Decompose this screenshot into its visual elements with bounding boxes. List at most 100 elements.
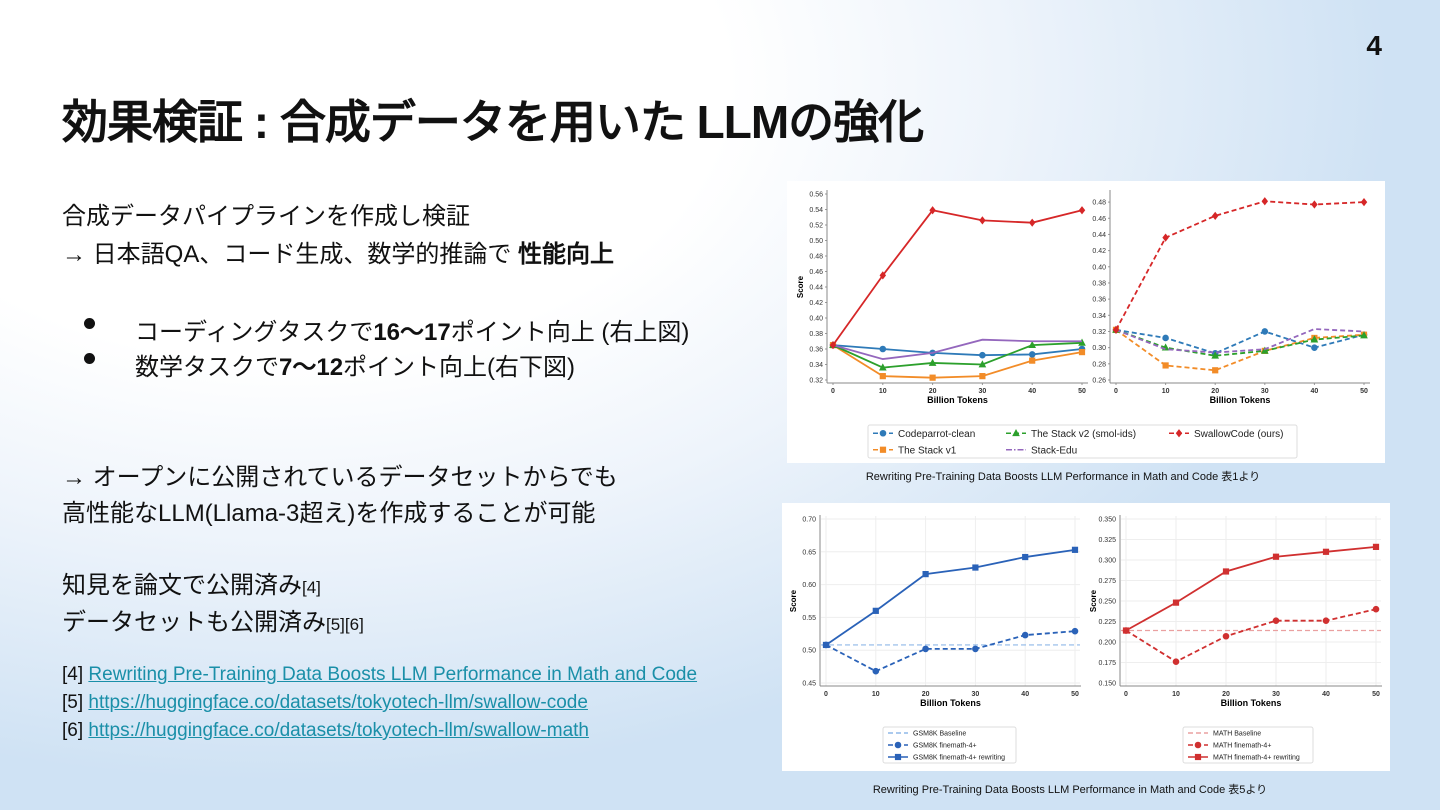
intro-line: → 日本語QA、コード生成、数学的推論で 性能向上 [62, 234, 614, 269]
marker [972, 645, 979, 653]
y-tick-label: 0.150 [1098, 681, 1116, 688]
reference-link[interactable]: https://huggingface.co/datasets/tokyotec… [88, 692, 588, 713]
x-tick-label: 0 [1124, 691, 1128, 698]
text-segment: 数学タスクで [135, 354, 279, 381]
y-tick-label: 0.40 [1092, 264, 1106, 271]
legend-box [1182, 726, 1314, 764]
marker [1194, 741, 1202, 749]
published-line: データセットも公開済み[5][6] [62, 602, 364, 637]
y-tick-label: 0.30 [1092, 345, 1106, 352]
text-segment: 性能向上 [518, 241, 615, 268]
y-tick-label: 0.40 [809, 316, 823, 323]
marker [878, 363, 887, 371]
legend-box [867, 424, 1298, 459]
legend-label: MATH Baseline [1213, 730, 1261, 737]
x-tick-label: 10 [1162, 388, 1170, 395]
x-tick-label: 40 [1322, 691, 1330, 698]
marker [1322, 548, 1330, 555]
series-line [832, 209, 1083, 346]
y-tick-label: 0.56 [809, 192, 823, 199]
text-segment: [5][6] [326, 615, 364, 634]
marker [894, 741, 902, 749]
marker [1162, 362, 1169, 369]
marker [879, 271, 887, 280]
x-tick-label: 50 [1071, 691, 1079, 698]
marker [1311, 344, 1318, 351]
y-tick-label: 0.275 [1098, 578, 1116, 585]
marker [1222, 568, 1230, 575]
reference-link[interactable]: Rewriting Pre-Training Data Boosts LLM P… [88, 664, 698, 685]
marker [1172, 599, 1180, 606]
marker [1222, 632, 1230, 640]
marker [1022, 553, 1029, 561]
x-tick-label: 20 [922, 691, 930, 698]
y-tick-label: 0.65 [802, 549, 816, 556]
marker [1372, 605, 1380, 613]
x-tick-label: 0 [1114, 388, 1118, 395]
x-tick-label: 10 [879, 388, 887, 395]
bullet-item: 数学タスクで7〜12ポイント向上(右下図) [135, 347, 575, 382]
legend-label: GSM8K finemath-4+ rewriting [913, 754, 1005, 761]
reference: [6] https://huggingface.co/datasets/toky… [62, 720, 589, 742]
marker [978, 360, 987, 368]
text-segment: → 日本語QA、コード生成、数学的推論で [62, 241, 519, 268]
series-line [1115, 329, 1365, 372]
series-line [832, 341, 1083, 369]
marker [1122, 627, 1130, 634]
series-line [1115, 328, 1365, 355]
x-axis-label: Billion Tokens [927, 395, 988, 405]
y-tick-label: 0.52 [809, 223, 823, 230]
x-tick-label: 50 [1078, 388, 1086, 395]
x-axis-label: Billion Tokens [920, 698, 981, 708]
bullet-dot [84, 318, 95, 329]
x-tick-label: 20 [929, 388, 937, 395]
marker [1310, 335, 1319, 343]
marker [1028, 218, 1036, 227]
x-tick-label: 20 [1211, 388, 1219, 395]
marker [1029, 357, 1036, 364]
legend-label: Codeparrot-clean [898, 429, 975, 440]
marker [1012, 428, 1020, 437]
marker [1071, 546, 1079, 553]
y-tick-label: 0.45 [802, 681, 816, 688]
marker [1272, 553, 1280, 560]
marker [922, 645, 929, 653]
y-tick-label: 0.250 [1098, 599, 1116, 606]
x-axis-label: Billion Tokens [1210, 395, 1271, 405]
marker [1360, 197, 1368, 207]
text-segment: 高性能なLLM(Llama-3超え)を作成することが可能 [62, 500, 596, 527]
marker [879, 373, 886, 380]
marker [1112, 325, 1120, 334]
legend-label: Stack-Edu [1031, 445, 1077, 456]
x-tick-label: 10 [1172, 691, 1180, 698]
reference-link[interactable]: https://huggingface.co/datasets/tokyotec… [88, 720, 589, 741]
y-tick-label: 0.28 [1092, 361, 1106, 368]
y-tick-label: 0.50 [802, 648, 816, 655]
marker [972, 564, 979, 571]
marker [1261, 328, 1269, 335]
series-line [832, 338, 1082, 360]
legend-label: GSM8K Baseline [913, 730, 966, 737]
reference-tag: [5] [62, 692, 89, 713]
y-axis-label: Score [1089, 589, 1098, 612]
x-tick-label: 50 [1360, 388, 1368, 395]
y-tick-label: 0.225 [1098, 619, 1116, 626]
marker [979, 216, 986, 225]
claim-line: 高性能なLLM(Llama-3超え)を作成することが可能 [62, 493, 595, 528]
marker [1078, 349, 1086, 356]
marker [1078, 338, 1086, 346]
series-line [1115, 328, 1365, 354]
y-tick-label: 0.350 [1098, 517, 1116, 524]
x-tick-label: 30 [1261, 388, 1269, 395]
text-segment: [4] [302, 578, 321, 597]
text-segment: 16〜17 [373, 319, 451, 346]
y-tick-label: 0.32 [809, 378, 823, 385]
x-tick-label: 40 [1028, 388, 1036, 395]
legend-label: SwallowCode (ours) [1194, 429, 1283, 440]
y-tick-label: 0.48 [1092, 200, 1106, 207]
marker [1372, 543, 1380, 550]
marker [1261, 197, 1269, 206]
series-line [832, 344, 1083, 357]
